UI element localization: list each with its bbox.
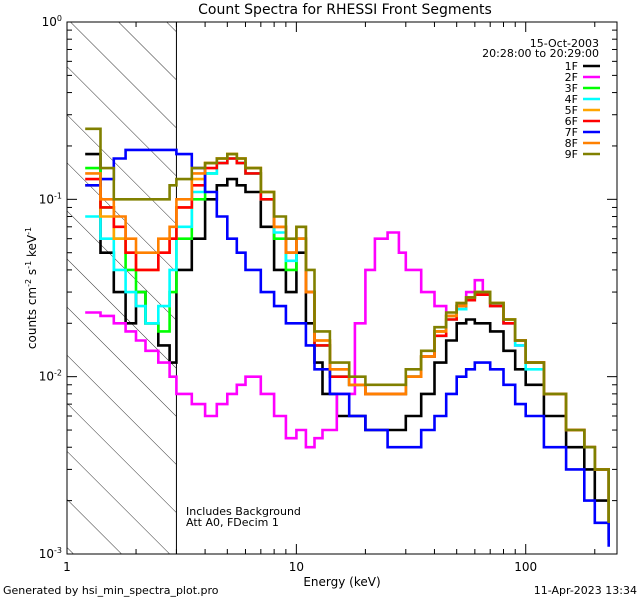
y-label-mid2: keV (25, 234, 39, 261)
y-tick-label: 100 (42, 14, 62, 29)
legend-label-9F: 9F (565, 148, 578, 161)
y-tick-label: 10-3 (39, 546, 62, 561)
y-tick-label: 10-2 (39, 369, 62, 384)
legend-label-4F: 4F (565, 93, 578, 106)
x-tick-labels: 1 10 100 (63, 560, 537, 574)
y-label-base: counts cm (25, 287, 39, 349)
y-label-exp2: -1 (24, 261, 33, 269)
x-axis-label: Energy (keV) (303, 575, 380, 589)
y-label-mid1: s (25, 269, 39, 279)
x-tick-label: 10 (289, 560, 304, 574)
series-group (85, 127, 610, 547)
y-axis-label: counts cm-2 s-1 keV-1 (24, 227, 39, 349)
series-line-9F (85, 127, 610, 523)
x-tick-label: 1 (63, 560, 71, 574)
series-line-7F (85, 148, 610, 547)
y-tick-labels: 100 10-1 10-2 10-3 (39, 14, 62, 561)
legend-label-5F: 5F (565, 104, 578, 117)
plot-frame (66, 21, 618, 555)
x-tick-label: 100 (514, 560, 537, 574)
time-range-label: 20:28:00 to 20:29:00 (482, 47, 599, 60)
legend-label-1F: 1F (565, 60, 578, 73)
footer-timestamp: 11-Apr-2023 13:34 (534, 584, 637, 597)
hatched-region (67, 22, 177, 554)
footer-generated: Generated by hsi_min_spectra_plot.pro (3, 584, 219, 597)
y-tick-label: 10-1 (39, 191, 62, 206)
legend-label-3F: 3F (565, 82, 578, 95)
legend-label-8F: 8F (565, 137, 578, 150)
y-label-exp1: -2 (24, 279, 33, 287)
axis-ticks (66, 21, 617, 555)
legend-label-2F: 2F (565, 71, 578, 84)
annotation-background: Includes Background (186, 505, 301, 518)
legend-label-7F: 7F (565, 126, 578, 139)
date-label: 15-Oct-2003 (530, 37, 599, 50)
y-label-exp3: -1 (24, 227, 33, 235)
chart-title: Count Spectra for RHESSI Front Segments (198, 2, 492, 18)
legend-label-6F: 6F (565, 115, 578, 128)
annotation-attenuator: Att A0, FDecim 1 (186, 516, 279, 529)
